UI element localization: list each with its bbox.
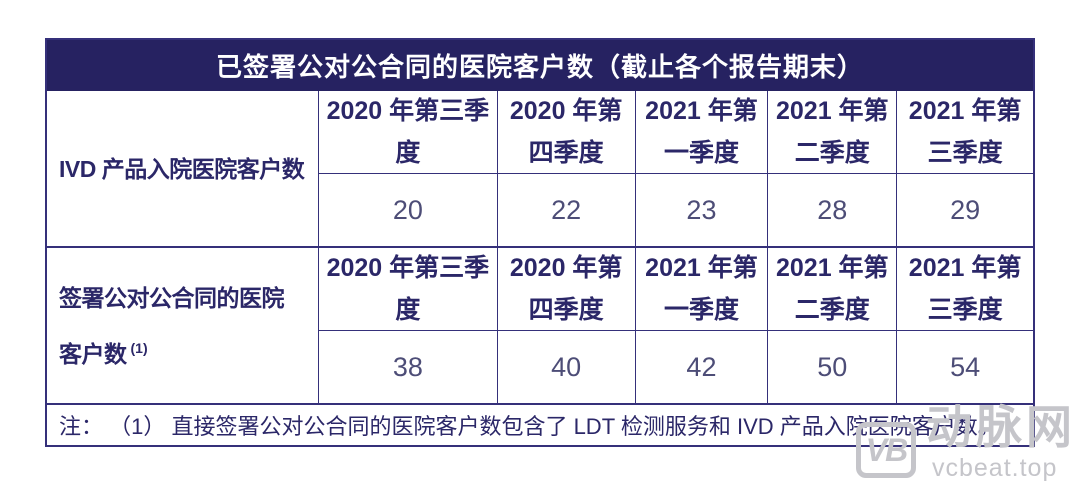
row-label-line1: 签署公对公合同的医院 — [59, 284, 285, 311]
watermark: VB 动脉网 vcbeat.top — [850, 400, 1080, 489]
value-cell-ivd-2020q4: 22 — [498, 174, 636, 246]
quarter-header-2020q3: 2020 年第三季度 — [319, 248, 498, 331]
quarter-header-2021q2: 2021 年第 二季度 — [768, 248, 898, 331]
value-cell-contracted-2020q4: 40 — [498, 331, 636, 403]
hospital-customers-table: 已签署公对公合同的医院客户数（截止各个报告期末） IVD 产品入院医院客户数 2… — [45, 38, 1035, 447]
row-label-contracted-customers: 签署公对公合同的医院 客户数 (1) — [47, 248, 319, 403]
table-row-group-contracted: 签署公对公合同的医院 客户数 (1) 2020 年第三季度 2020 年第 四季度 … — [47, 246, 1033, 403]
quarter-header-2021q1: 2021 年第 一季度 — [635, 91, 769, 174]
quarter-header-2021q1: 2021 年第 一季度 — [635, 248, 769, 331]
value-cell-contracted-2021q1: 42 — [636, 331, 769, 403]
footnote-marker: (1) — [130, 339, 148, 356]
data-grid-contracted: 2020 年第三季度 2020 年第 四季度 2021 年第 一季度 2021 年第… — [319, 248, 1033, 403]
value-cell-ivd-2021q1: 23 — [636, 174, 769, 246]
row-label-line2: 客户数 (1) — [59, 339, 148, 367]
value-cell-contracted-2021q2: 50 — [768, 331, 898, 403]
quarter-header-2020q4: 2020 年第 四季度 — [497, 248, 636, 331]
quarter-header-2021q3: 2021 年第 三季度 — [897, 248, 1033, 331]
quarter-header-2021q2: 2021 年第 二季度 — [768, 91, 898, 174]
quarter-header-2020q3: 2020 年第三季度 — [319, 91, 498, 174]
quarter-header-2020q4: 2020 年第 四季度 — [497, 91, 636, 174]
row-label-line1: IVD 产品入院医院客户数 — [59, 155, 305, 182]
table-title: 已签署公对公合同的医院客户数（截止各个报告期末） — [47, 40, 1033, 91]
watermark-url-text: vcbeat.top — [932, 454, 1058, 482]
value-cell-ivd-2020q3: 20 — [319, 174, 498, 246]
quarter-header-2021q3: 2021 年第 三季度 — [897, 91, 1033, 174]
table-row-group-ivd: IVD 产品入院医院客户数 2020 年第三季度 2020 年第 四季度 2021… — [47, 91, 1033, 246]
watermark-brand-text: 动脉网 — [926, 401, 1076, 453]
data-grid-ivd: 2020 年第三季度 2020 年第 四季度 2021 年第 一季度 2021 年第… — [319, 91, 1033, 246]
value-cell-contracted-2021q3: 54 — [950, 351, 981, 382]
vcbeat-logo-icon: VB — [856, 422, 916, 478]
table-footnote: 注： （1） 直接签署公对公合同的医院客户数包含了 LDT 检测服务和 IVD … — [47, 403, 1033, 445]
row-label-ivd-customers: IVD 产品入院医院客户数 — [47, 91, 319, 246]
value-cell-contracted-2020q3: 38 — [319, 331, 498, 403]
value-cell-ivd-2021q3: 29 — [950, 194, 981, 225]
value-cell-ivd-2021q2: 28 — [768, 174, 898, 246]
